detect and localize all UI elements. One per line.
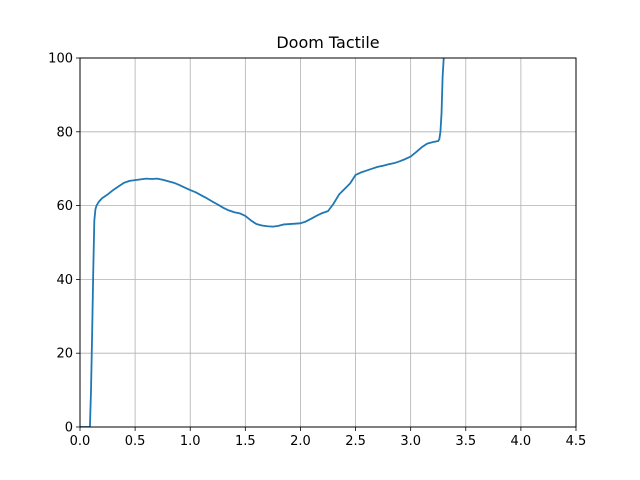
grid-lines: [79, 57, 577, 428]
y-tick-label: 60: [56, 199, 73, 214]
x-tick-label: 3.0: [400, 434, 421, 449]
x-tick-label: 4.5: [566, 434, 587, 449]
x-tick-label: 2.0: [290, 434, 311, 449]
x-tick-label: 2.5: [345, 434, 366, 449]
y-tick-label: 100: [48, 52, 73, 67]
y-tick-label: 80: [56, 125, 73, 140]
x-tick-label: 0.5: [125, 434, 146, 449]
x-tick-label: 0.0: [70, 434, 91, 449]
chart-title: Doom Tactile: [276, 33, 379, 52]
x-tick-label: 4.0: [511, 434, 532, 449]
x-tick-label: 1.0: [180, 434, 201, 449]
y-tick-label: 0: [65, 421, 73, 436]
y-tick-label: 20: [56, 347, 73, 362]
x-tick-label: 1.5: [235, 434, 256, 449]
axis-ticks: 0.0 0.5 1.0 1.5 2.0 2.5 3.0 3.5 4.0 4.5 0 20 40 60 80 1…: [48, 52, 586, 450]
plot-area: [80, 58, 445, 427]
x-tick-label: 3.5: [455, 434, 476, 449]
series-line-0: [80, 58, 445, 427]
y-tick-label: 40: [56, 273, 73, 288]
axes-frame: [79, 57, 577, 428]
